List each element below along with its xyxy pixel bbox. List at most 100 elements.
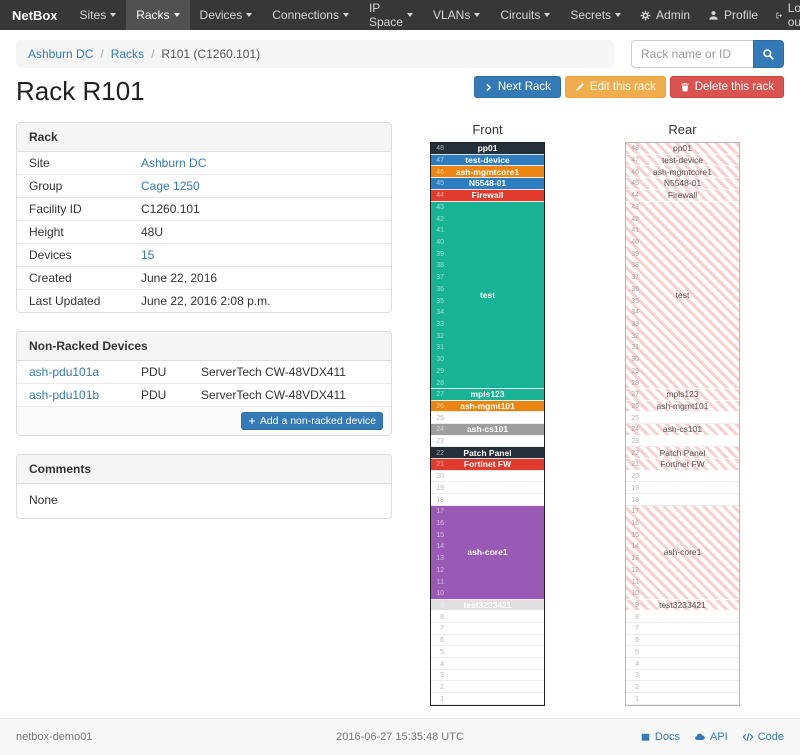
rack-panel: Rack Site Ashburn DC Group Cage 1250 Fac… bbox=[16, 122, 392, 313]
rack-device-mpls123[interactable]: mpls123 bbox=[431, 388, 544, 401]
caret-down-icon bbox=[110, 13, 117, 17]
comments-panel: Comments None bbox=[16, 454, 392, 519]
delete-rack-label: Delete this rack bbox=[694, 81, 774, 93]
attr-value: June 22, 2016 bbox=[129, 266, 391, 290]
rack-unit-slot bbox=[626, 611, 739, 623]
rack-device-ash-core1[interactable]: ash-core1 bbox=[626, 505, 739, 600]
chevron-right-icon bbox=[486, 83, 491, 91]
rack-device-Patch Panel[interactable]: Patch Panel bbox=[626, 447, 739, 460]
navbar: NetBox Sites Racks Devices Connections I… bbox=[0, 0, 800, 30]
caret-down-icon bbox=[246, 13, 253, 17]
group-link[interactable]: Cage 1250 bbox=[129, 174, 391, 198]
rack-device-ash-core1[interactable]: ash-core1 bbox=[431, 505, 544, 600]
admin-link[interactable]: Admin bbox=[631, 0, 699, 30]
rack-unit-slot bbox=[431, 412, 544, 424]
rack-device-ash-cs101[interactable]: ash-cs101 bbox=[626, 424, 739, 436]
rack-device-Firewall[interactable]: Firewall bbox=[626, 189, 739, 202]
gear-icon bbox=[640, 10, 651, 20]
breadcrumb-current: R101 (C1260.101) bbox=[161, 47, 261, 61]
search-icon bbox=[763, 48, 774, 60]
rack-device-Patch Panel[interactable]: Patch Panel bbox=[431, 447, 544, 460]
rack-device-ash-mgmt101[interactable]: ash-mgmt101 bbox=[626, 400, 739, 413]
rack-device-pp01[interactable]: pp01 bbox=[626, 143, 739, 155]
device-link[interactable]: ash-pdu101a bbox=[29, 365, 100, 379]
rack-device-test[interactable]: test bbox=[431, 201, 544, 389]
next-rack-button[interactable]: Next Rack bbox=[473, 76, 561, 98]
site-link[interactable]: Ashburn DC bbox=[141, 156, 207, 170]
rack-device-test-device[interactable]: test-device bbox=[431, 154, 544, 167]
rack-panel-title: Rack bbox=[17, 123, 391, 152]
rack-attributes-table: Site Ashburn DC Group Cage 1250 Facility… bbox=[17, 152, 391, 312]
breadcrumb-link-racks[interactable]: Racks bbox=[110, 47, 145, 61]
comments-body: None bbox=[29, 493, 58, 507]
nav-item-connections[interactable]: Connections bbox=[262, 0, 359, 30]
nav-item-secrets[interactable]: Secrets bbox=[560, 0, 631, 30]
devices-count-link[interactable]: 15 bbox=[129, 243, 391, 267]
attr-label: Group bbox=[17, 174, 129, 198]
device-label: Fortinet FW bbox=[463, 459, 512, 470]
rack-unit-slot bbox=[431, 611, 544, 623]
rack-device-test3233421[interactable]: test3233421 bbox=[626, 599, 739, 612]
profile-link[interactable]: Profile bbox=[699, 0, 767, 30]
caret-down-icon bbox=[544, 13, 551, 17]
device-label: mpls123 bbox=[666, 389, 699, 400]
breadcrumb-link-site[interactable]: Ashburn DC bbox=[28, 47, 94, 61]
caret-down-icon bbox=[615, 13, 622, 17]
rack-unit-slot bbox=[431, 494, 544, 506]
rack-device-test3233421[interactable]: test3233421 bbox=[431, 599, 544, 612]
api-link[interactable]: API bbox=[694, 731, 728, 743]
app-brand[interactable]: NetBox bbox=[12, 7, 58, 23]
rack-device-ash-mgmt101[interactable]: ash-mgmt101 bbox=[431, 400, 544, 413]
nav-item-vlans[interactable]: VLANs bbox=[423, 0, 490, 30]
docs-link[interactable]: Docs bbox=[640, 731, 680, 743]
search-input[interactable] bbox=[631, 40, 753, 68]
rack-device-test-device[interactable]: test-device bbox=[626, 154, 739, 167]
nav-item-circuits[interactable]: Circuits bbox=[490, 0, 560, 30]
code-label: Code bbox=[757, 731, 784, 743]
rack-unit-slot bbox=[431, 471, 544, 483]
rack-unit-slot bbox=[431, 646, 544, 658]
rack-elevations: Front pp01 test-device ash-mgmtcore1 N5548-… bbox=[430, 122, 740, 706]
rack-device-pp01[interactable]: pp01 bbox=[431, 143, 544, 155]
rack-device-Firewall[interactable]: Firewall bbox=[431, 189, 544, 202]
rack-device-ash-mgmtcore1[interactable]: ash-mgmtcore1 bbox=[626, 166, 739, 179]
table-row: Height 48U bbox=[17, 220, 391, 244]
nav-item-ip-space[interactable]: IP Space bbox=[359, 0, 423, 30]
navbar-right: Admin Profile Log out bbox=[631, 0, 800, 30]
nav-item-label: Sites bbox=[79, 8, 107, 22]
rack-device-N5548-01[interactable]: N5548-01 bbox=[626, 178, 739, 190]
rack-device-Fortinet FW[interactable]: Fortinet FW bbox=[626, 459, 739, 471]
code-link[interactable]: Code bbox=[742, 731, 784, 743]
rack-unit-slot bbox=[431, 635, 544, 647]
rack-device-mpls123[interactable]: mpls123 bbox=[626, 388, 739, 401]
rack-device-Fortinet FW[interactable]: Fortinet FW bbox=[431, 459, 544, 471]
device-role: PDU bbox=[129, 383, 189, 406]
device-label: ash-mgmt101 bbox=[460, 400, 515, 411]
logout-link[interactable]: Log out bbox=[767, 0, 800, 30]
rack-unit-slot bbox=[626, 436, 739, 448]
search-button[interactable] bbox=[753, 40, 784, 68]
non-racked-table: ash-pdu101a PDU ServerTech CW-48VDX411 a… bbox=[17, 361, 391, 406]
device-type: ServerTech CW-48VDX411 bbox=[201, 365, 346, 379]
rack-unit-slot bbox=[626, 670, 739, 682]
nav-item-devices[interactable]: Devices bbox=[190, 0, 263, 30]
server-timestamp: 2016-06-27 15:35:48 UTC bbox=[336, 731, 464, 743]
table-row: Created June 22, 2016 bbox=[17, 266, 391, 290]
device-label: ash-core1 bbox=[663, 547, 702, 558]
nav-item-racks[interactable]: Racks bbox=[126, 0, 190, 30]
nav-item-sites[interactable]: Sites bbox=[70, 0, 127, 30]
rack-device-ash-cs101[interactable]: ash-cs101 bbox=[431, 424, 544, 436]
edit-rack-button[interactable]: Edit this rack bbox=[564, 76, 666, 98]
plus-icon bbox=[248, 418, 255, 424]
add-non-racked-device-button[interactable]: Add a non-racked device bbox=[240, 412, 383, 430]
attr-label: Devices bbox=[17, 243, 129, 267]
rack-unit-slot bbox=[431, 436, 544, 448]
rack-device-N5548-01[interactable]: N5548-01 bbox=[431, 178, 544, 190]
book-icon bbox=[641, 733, 650, 741]
delete-rack-button[interactable]: Delete this rack bbox=[669, 76, 784, 98]
device-link[interactable]: ash-pdu101b bbox=[17, 383, 129, 406]
rack-device-ash-mgmtcore1[interactable]: ash-mgmtcore1 bbox=[431, 166, 544, 179]
table-row: Site Ashburn DC bbox=[17, 152, 391, 175]
rack-device-test[interactable]: test bbox=[626, 201, 739, 389]
api-label: API bbox=[709, 731, 728, 743]
